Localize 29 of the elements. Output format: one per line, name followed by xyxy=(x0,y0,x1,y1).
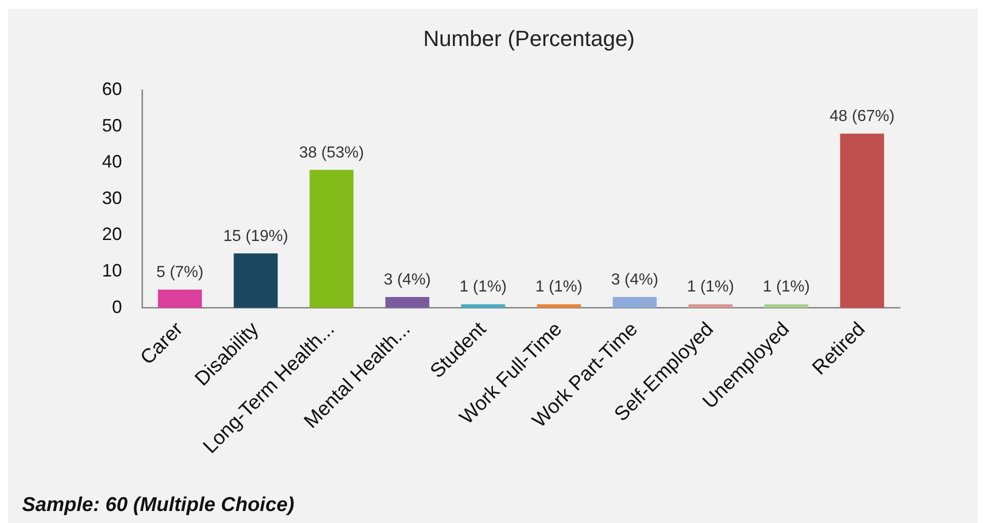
data-label: 1 (1%) xyxy=(686,278,734,296)
bar xyxy=(310,170,354,308)
data-label: 1 (1%) xyxy=(460,278,507,296)
y-tick-label: 50 xyxy=(102,115,122,136)
data-label: 1 (1%) xyxy=(762,278,810,296)
y-tick-label: 0 xyxy=(112,296,122,317)
bar xyxy=(234,253,278,308)
y-tick-label: 20 xyxy=(102,224,122,244)
bar xyxy=(461,304,506,308)
data-label: 3 (4%) xyxy=(384,271,431,288)
bar xyxy=(536,304,581,308)
y-tick-label: 60 xyxy=(102,78,122,99)
y-tick-label: 10 xyxy=(102,260,122,280)
bar xyxy=(612,296,657,308)
bar xyxy=(764,304,808,308)
text: Sample: 60 (Multiple Choice) xyxy=(22,494,294,517)
data-label: 3 (4%) xyxy=(611,271,658,288)
data-label: 1 (1%) xyxy=(535,278,582,296)
y-tick-label: 40 xyxy=(102,152,122,172)
data-label: 48 (67%) xyxy=(830,108,895,125)
data-label: 15 (19%) xyxy=(223,228,288,245)
data-label: 5 (7%) xyxy=(156,264,204,282)
data-label: 38 (53%) xyxy=(299,144,364,162)
bar xyxy=(385,296,430,308)
y-tick-label: 30 xyxy=(102,188,122,208)
bar xyxy=(688,304,732,308)
bar xyxy=(158,290,202,308)
bar xyxy=(840,134,884,308)
chart-title: Number (Percentage) xyxy=(423,26,635,52)
